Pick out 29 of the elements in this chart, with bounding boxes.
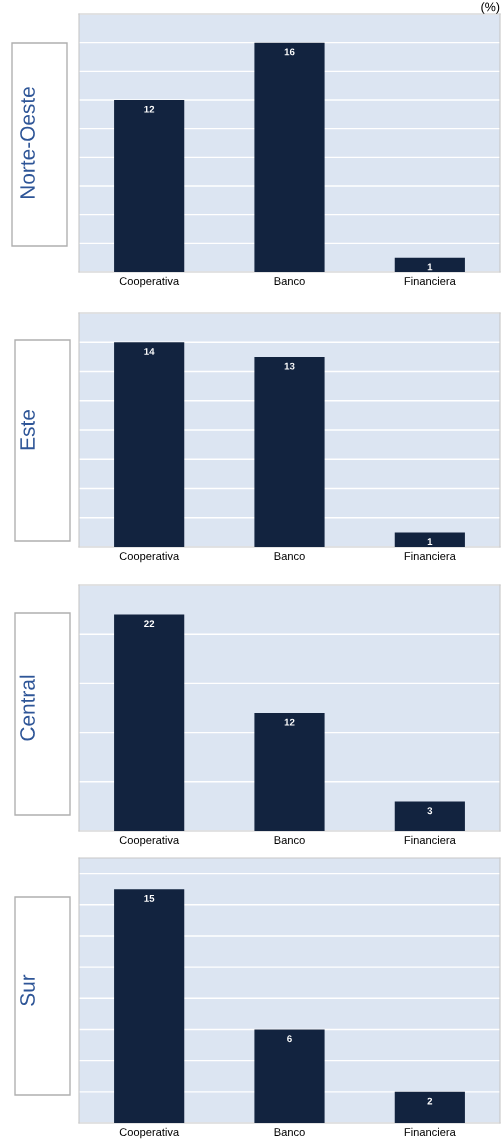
data-label: 1: [427, 263, 433, 271]
chart-title: (%): [481, 2, 500, 14]
x-tick-label: Banco: [274, 836, 305, 845]
x-tick-label: Cooperativa: [119, 551, 180, 563]
data-label: 22: [144, 620, 155, 628]
data-label: 16: [284, 48, 295, 56]
data-label: 3: [427, 807, 433, 815]
data-label: 1: [427, 538, 433, 545]
data-label: 6: [287, 1035, 292, 1043]
x-tick-label: Banco: [274, 277, 305, 286]
x-tick-label: Financiera: [404, 835, 456, 845]
data-label: 14: [144, 348, 155, 355]
x-tick-label: Cooperativa: [119, 835, 180, 847]
x-tick-label: Banco: [274, 552, 305, 561]
x-tick-label: Cooperativa: [119, 1127, 180, 1139]
x-tick-label: Cooperativa: [119, 276, 180, 288]
x-tick-label: Financiera: [404, 276, 456, 286]
x-tick-label: Financiera: [404, 551, 456, 561]
y-axis-title: Este: [20, 410, 35, 450]
data-label: 13: [284, 362, 295, 370]
x-tick-label: Financiera: [404, 1127, 456, 1137]
y-axis-title: Sur: [20, 974, 35, 1006]
data-label: 15: [144, 895, 155, 902]
data-label: 12: [284, 718, 295, 726]
y-axis-title: Central: [19, 675, 35, 741]
x-tick-label: Banco: [274, 1128, 305, 1137]
data-label: 2: [427, 1097, 433, 1105]
y-axis-title: Norte-Oeste: [20, 87, 35, 199]
data-label: 12: [144, 105, 155, 113]
